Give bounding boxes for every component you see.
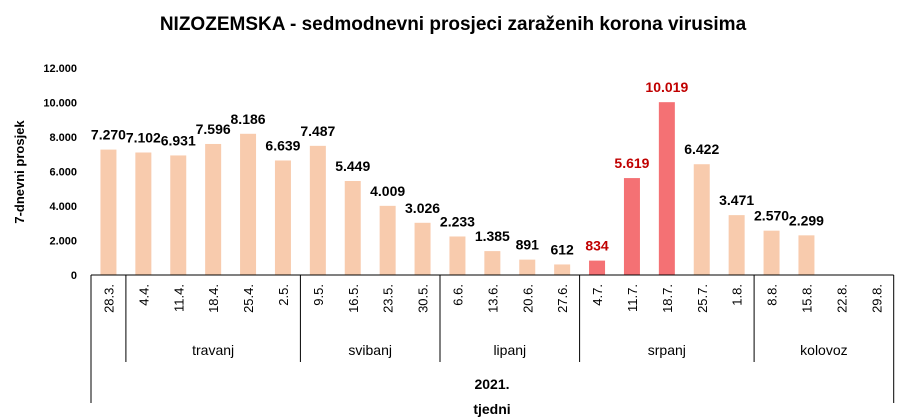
month-label: lipanj [493,342,526,358]
bar [623,178,640,275]
bar [763,230,780,275]
y-tick-label: 8.000 [49,132,77,144]
bar [379,205,396,275]
month-label: srpanj [648,342,686,358]
data-label: 7.270 [91,127,126,143]
x-tick-label: 20.6. [520,284,535,313]
x-tick-label: 16.5. [346,284,361,313]
data-label: 834 [585,238,609,254]
x-tick-label: 9.5. [311,284,326,306]
x-tick-label: 22.8. [834,284,849,313]
x-tick-label: 4.4. [136,284,151,306]
x-tick-label: 18.7. [660,284,675,313]
data-label: 7.102 [126,129,161,145]
x-tick-label: 6.6. [450,284,465,306]
data-label: 1.385 [475,228,510,244]
bar [344,181,361,275]
bars [100,102,815,276]
x-tick-label: 28.3. [101,284,116,313]
bar [135,152,152,275]
data-label: 10.019 [645,79,688,95]
data-label: 8.186 [231,111,266,127]
x-tick-label: 30.5. [416,284,431,313]
bar [728,215,745,275]
x-tick-label: 8.8. [765,284,780,306]
x-tick-label: 13.6. [485,284,500,313]
x-tick-label: 23.5. [381,284,396,313]
bar [205,143,222,275]
data-label: 7.487 [300,123,335,139]
bar [240,133,257,275]
bar [170,155,187,275]
bar [449,236,466,275]
y-tick-label: 6.000 [49,167,77,179]
y-tick-label: 12.000 [43,63,77,75]
month-label: svibanj [348,342,392,358]
data-label: 3.471 [719,192,754,208]
x-tick-label: 25.4. [241,284,256,313]
data-label: 3.026 [405,200,440,216]
month-label: kolovoz [800,342,847,358]
y-axis-label: 7-dnevni prosjek [12,120,27,224]
x-tick-label: 29.8. [869,284,884,313]
bar [798,235,815,275]
data-label: 5.449 [335,158,370,174]
x-tick-label: 18.4. [206,284,221,313]
bar [658,102,675,276]
x-tick-label: 4.7. [590,284,605,306]
x-tick-label: 15.8. [799,284,814,313]
year-label: 2021. [474,376,509,392]
bar [589,260,606,275]
x-tick-label: 11.7. [625,284,640,312]
x-tick-label: 11.4. [171,284,186,312]
data-label: 2.299 [789,212,824,228]
y-axis: 0 2.000 4.000 6.000 8.000 10.000 12.000 [43,63,77,282]
y-tick-label: 2.000 [49,236,77,248]
bar [414,222,431,275]
data-label: 5.619 [614,155,649,171]
chart-title: NIZOZEMSKA - sedmodnevni prosjeci zaraže… [160,14,747,35]
x-axis-label: tjedni [473,401,510,417]
data-label: 7.596 [196,121,231,137]
data-label: 612 [550,241,574,257]
bar [484,251,501,275]
bar [693,164,710,275]
x-axis: 28.3. 4.4. 11.4. 18.4. 25.4. 2.5. 9.5. 16.5. 23.… [90,274,895,403]
y-tick-label: 4.000 [49,201,77,213]
data-label: 6.639 [265,137,300,153]
x-tick-label: 1.8. [730,284,745,306]
data-label: 2.570 [754,208,789,224]
y-tick-label: 0 [71,270,77,282]
month-label: travanj [192,342,234,358]
x-tick-label: 27.6. [555,284,570,313]
bar [309,145,326,275]
data-label: 4.009 [370,183,405,199]
bar [100,149,117,275]
data-label: 891 [516,237,540,253]
bar [274,160,291,275]
x-tick-label: 25.7. [695,284,710,313]
bar [519,259,536,275]
x-tick-label: 2.5. [276,284,291,306]
data-label: 6.422 [684,141,719,157]
data-label: 2.233 [440,213,475,229]
y-tick-label: 10.000 [43,98,77,110]
data-label: 6.931 [161,132,196,148]
bar [554,264,571,275]
